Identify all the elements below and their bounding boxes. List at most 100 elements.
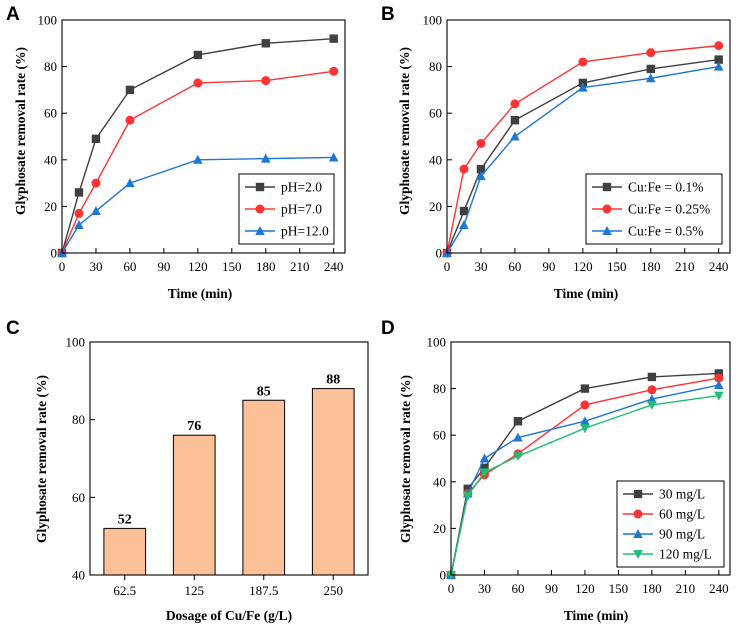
x-tick-label: 187.5 [249, 583, 278, 598]
data-point [647, 394, 657, 404]
y-tick-label: 0 [436, 246, 443, 261]
legend-label: Cu:Fe = 0.1% [628, 180, 704, 195]
y-tick-label: 100 [423, 13, 443, 28]
plot-area-c: 40 60 80 100 52 62.5 76 125 85 187.5 88 250 [66, 335, 369, 598]
data-point [74, 220, 84, 230]
y-tick-label: 100 [427, 335, 447, 350]
x-axis-title: Time (min) [168, 286, 233, 301]
y-tick-label: 80 [429, 59, 442, 74]
legend-label: 30 mg/L [659, 487, 705, 502]
data-point [580, 400, 590, 410]
data-point [459, 220, 469, 230]
data-point [91, 178, 101, 188]
data-point [578, 82, 588, 92]
legend-marker [602, 226, 612, 235]
data-point [645, 73, 656, 83]
x-tick-label: 150 [607, 259, 627, 274]
x-axis-title: Time (min) [554, 286, 619, 301]
data-point [125, 115, 135, 125]
data-point [329, 66, 339, 76]
y-tick-label: 0 [440, 568, 447, 583]
bar [103, 527, 147, 576]
x-tick-label: 240 [324, 259, 344, 274]
y-tick-label: 100 [66, 335, 86, 350]
data-point [513, 432, 523, 442]
x-tick-label: 120 [575, 581, 595, 596]
bar [311, 388, 355, 576]
data-point [328, 152, 339, 162]
x-tick-label: 120 [188, 259, 208, 274]
y-tick-label: 60 [429, 106, 442, 121]
data-point [510, 99, 520, 109]
x-tick-label: 180 [256, 259, 276, 274]
data-point [714, 41, 724, 51]
data-point [476, 164, 486, 174]
y-tick-label: 40 [429, 152, 442, 167]
x-tick-label: 60 [511, 581, 524, 596]
x-tick-label: 120 [573, 259, 593, 274]
x-tick-label: 62.5 [113, 583, 136, 598]
y-tick-label: 60 [433, 428, 446, 443]
x-tick-label: 90 [157, 259, 170, 274]
y-tick-label: 80 [433, 381, 446, 396]
legend: 30 mg/L 60 mg/L 90 mg/L 120 mg/L [616, 480, 725, 568]
data-point [260, 153, 271, 163]
data-point [713, 61, 724, 71]
data-point [510, 115, 520, 125]
x-tick-label: 30 [478, 581, 491, 596]
x-tick-label: 0 [59, 259, 66, 274]
x-tick-label: 210 [675, 259, 695, 274]
legend: pH=2.0 pH=7.0 pH=12.0 [238, 173, 335, 245]
data-point [714, 369, 724, 378]
x-tick-label: 125 [185, 583, 205, 598]
panel-label-b: B [381, 4, 395, 25]
legend-marker [633, 489, 643, 499]
y-tick-label: 80 [72, 412, 85, 427]
legend-marker [255, 204, 265, 214]
x-tick-label: 150 [609, 581, 629, 596]
y-tick-label: 0 [51, 246, 58, 261]
data-point [714, 380, 724, 390]
y-tick-label: 80 [44, 59, 57, 74]
data-point [714, 391, 724, 401]
data-point [646, 64, 655, 74]
legend-marker [602, 182, 612, 192]
data-point [580, 416, 590, 426]
data-point [91, 206, 101, 216]
x-tick-label: 90 [545, 581, 558, 596]
plot-frame [61, 19, 346, 254]
data-point [714, 55, 723, 64]
data-point [513, 452, 523, 462]
data-point [74, 208, 84, 218]
legend-marker [255, 226, 265, 235]
data-point [578, 57, 588, 67]
x-axis-title: Time (min) [564, 608, 629, 623]
y-tick-label: 20 [429, 199, 442, 214]
x-tick-label: 0 [444, 259, 451, 274]
data-point [714, 373, 724, 383]
x-tick-label: 250 [324, 583, 344, 598]
panel-label-d: D [381, 318, 395, 339]
data-point [479, 468, 490, 478]
y-tick-label: 60 [44, 106, 57, 121]
data-point [646, 48, 656, 58]
data-point [193, 50, 203, 60]
y-axis-title: Glyphosate removal rate (%) [13, 47, 28, 215]
legend-label: 120 mg/L [659, 547, 712, 562]
y-tick-label: 20 [433, 521, 446, 536]
panel-label-c: C [6, 318, 20, 339]
plot-frame [446, 19, 731, 254]
data-point [476, 138, 486, 148]
panel-a: A Glyphosate removal rate (%) Time (min)… [6, 4, 346, 301]
x-tick-label: 240 [709, 259, 729, 274]
legend-label: pH=2.0 [281, 180, 322, 195]
bar [172, 434, 216, 576]
legend-label: 60 mg/L [659, 507, 705, 522]
y-tick-label: 20 [44, 199, 57, 214]
x-axis-title: Dosage of Cu/Fe (g/L) [166, 608, 292, 623]
bar-value-label: 85 [257, 384, 271, 399]
x-tick-label: 210 [676, 581, 696, 596]
bar-value-label: 76 [187, 419, 201, 434]
data-point [329, 34, 338, 43]
